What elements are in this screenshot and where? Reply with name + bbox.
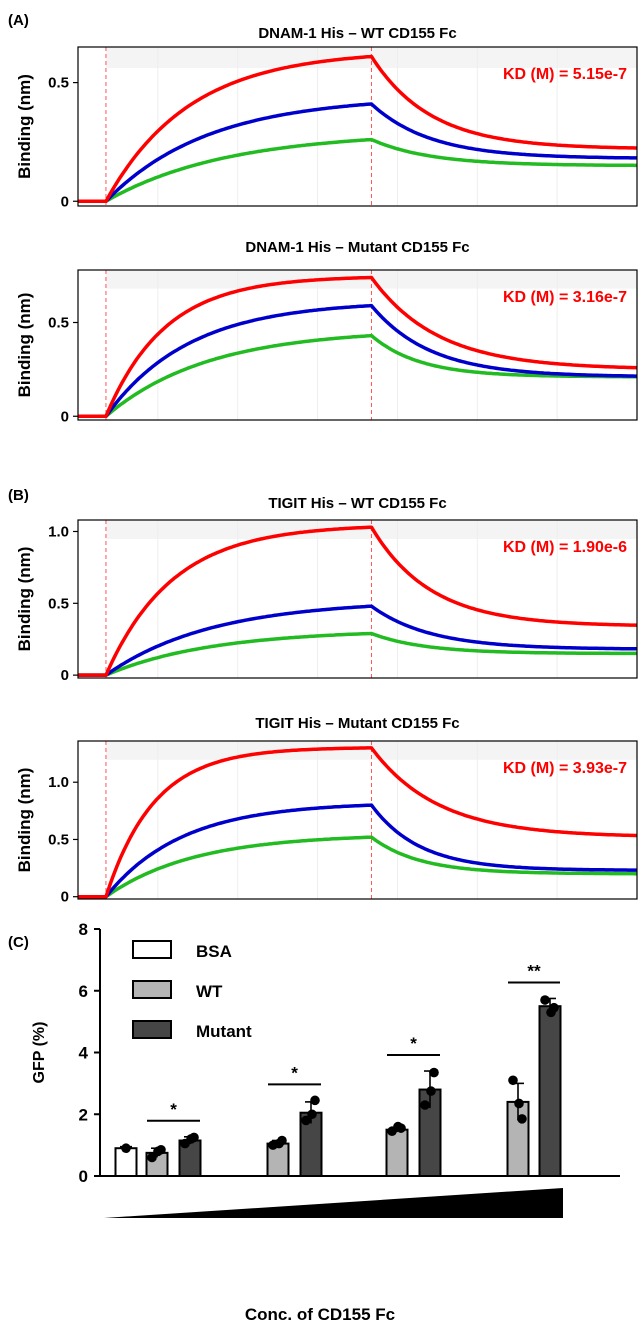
y-tick-label: 6 — [79, 982, 88, 1001]
bar-group-2: * — [266, 1063, 323, 1178]
y-tick-label: 0 — [61, 889, 69, 906]
panel-label-b: (B) — [8, 487, 29, 504]
data-point — [274, 1138, 284, 1149]
sensorgram-panels: DNAM-1 His – WT CD155 Fc 0 0.5 Binding (nm)… — [15, 25, 638, 906]
sensorgram-panel-3: TIGIT His – WT CD155 Fc 0 0.5 1.0 Binding (n… — [15, 495, 638, 684]
binding-curve-1 — [78, 746, 637, 899]
y-tick-label: 0 — [61, 193, 69, 210]
data-point — [429, 1067, 439, 1078]
legend-swatch-bsa — [132, 940, 172, 959]
data-point — [517, 1114, 527, 1124]
legend-label-mutant: Mutant — [196, 1022, 252, 1041]
y-tick-label: 0.5 — [48, 595, 69, 612]
y-axis-label: Binding (nm) — [15, 74, 34, 179]
legend-label-bsa: BSA — [196, 942, 232, 961]
plot-frame — [77, 46, 638, 207]
binding-curve-3 — [78, 333, 637, 419]
y-tick-label: 0 — [61, 667, 69, 684]
legend-swatch-wt — [132, 980, 172, 999]
bar-mutant — [538, 1005, 562, 1177]
data-point — [420, 1100, 430, 1110]
binding-curve-2 — [78, 303, 637, 419]
kd-label: KD (M) = 3.16e-7 — [503, 289, 627, 306]
y-tick-label: 0 — [61, 408, 69, 425]
y-axis-label: Binding (nm) — [15, 293, 34, 398]
y-tick-label: 0.5 — [48, 315, 69, 332]
y-tick-label: 4 — [79, 1044, 89, 1063]
y-axis-label: Binding (nm) — [15, 768, 34, 873]
plot-frame — [77, 519, 638, 679]
sensorgram-panel-1: DNAM-1 His – WT CD155 Fc 0 0.5 Binding (nm)… — [15, 25, 638, 210]
concentration-wedge — [104, 1188, 563, 1218]
data-point — [310, 1095, 320, 1106]
significance-marker: * — [170, 1100, 177, 1119]
binding-curve-1 — [78, 525, 638, 677]
sensorgram-panel-2: DNAM-1 His – Mutant CD155 Fc 0 0.5 Binding … — [15, 239, 638, 425]
data-point — [186, 1134, 196, 1144]
bar-group-3: * — [385, 1034, 442, 1178]
significance-marker: * — [410, 1034, 417, 1053]
y-axis-label: GFP (%) — [31, 1022, 48, 1084]
data-point — [153, 1146, 163, 1157]
y-tick-label: 0.5 — [48, 75, 69, 92]
kd-label: KD (M) = 3.93e-7 — [503, 760, 627, 777]
binding-curve-2 — [78, 102, 637, 204]
bar-group-4: ** — [506, 961, 562, 1178]
data-point — [540, 995, 550, 1005]
binding-curve-1 — [78, 54, 637, 204]
panel-title: DNAM-1 His – Mutant CD155 Fc — [245, 239, 469, 256]
x-axis-label: Conc. of CD155 Fc — [245, 1305, 395, 1324]
data-point — [514, 1098, 524, 1109]
y-tick-label: 1.0 — [48, 523, 69, 540]
bar-group-1: * — [114, 1100, 202, 1178]
data-point — [147, 1152, 157, 1163]
panel-label-a: (A) — [8, 12, 29, 29]
data-point — [508, 1075, 518, 1086]
data-point — [121, 1143, 131, 1154]
panel-title: DNAM-1 His – WT CD155 Fc — [258, 25, 456, 42]
data-point — [546, 1007, 556, 1018]
plot-frame — [77, 269, 638, 421]
y-axis-label: Binding (nm) — [15, 547, 34, 652]
panel-title: TIGIT His – Mutant CD155 Fc — [255, 715, 459, 732]
y-tick-label: 0 — [79, 1167, 88, 1186]
data-point — [307, 1109, 317, 1120]
significance-marker: ** — [527, 961, 541, 980]
bar-wt — [385, 1128, 409, 1177]
binding-curve-2 — [78, 803, 637, 899]
binding-curve-2 — [78, 604, 637, 677]
panel-label-c: (C) — [8, 934, 29, 951]
legend-swatch-mutant — [132, 1020, 172, 1039]
y-tick-label: 0.5 — [48, 831, 69, 848]
binding-curve-3 — [78, 835, 637, 899]
data-point — [393, 1121, 403, 1132]
significance-marker: * — [291, 1063, 298, 1082]
y-tick-label: 2 — [79, 1105, 88, 1124]
kd-label: KD (M) = 1.90e-6 — [503, 539, 627, 556]
kd-label: KD (M) = 5.15e-7 — [503, 66, 627, 83]
data-point — [426, 1086, 436, 1096]
y-tick-label: 1.0 — [48, 774, 69, 791]
y-tick-label: 8 — [79, 920, 88, 939]
binding-curve-3 — [78, 631, 637, 677]
binding-curve-3 — [78, 137, 637, 204]
panel-title: TIGIT His – WT CD155 Fc — [268, 495, 446, 512]
legend-label-wt: WT — [196, 982, 223, 1001]
binding-curve-1 — [78, 275, 638, 419]
data-point — [301, 1115, 311, 1126]
plot-frame — [77, 740, 638, 900]
sensorgram-panel-4: TIGIT His – Mutant CD155 Fc 0 0.5 1.0 Bindin… — [15, 715, 638, 906]
